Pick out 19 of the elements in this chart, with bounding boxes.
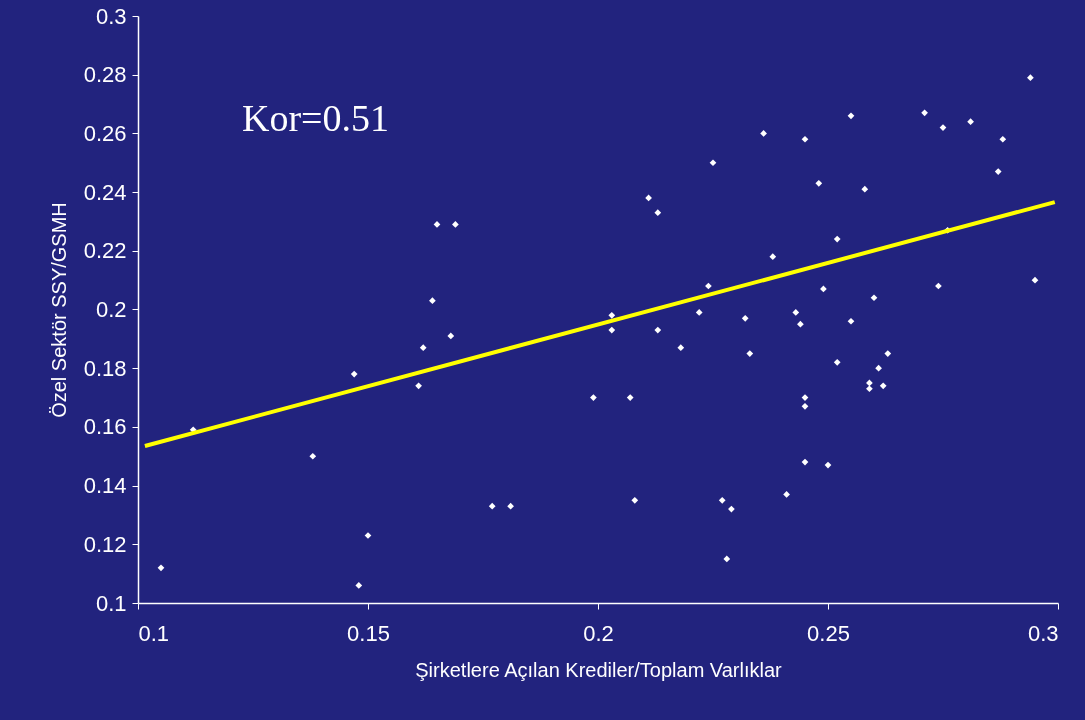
x-tick-label: 0.15	[347, 620, 390, 646]
y-tick-label: 0.18	[83, 355, 127, 381]
y-tick-label: 0.22	[83, 238, 127, 264]
y-tick-label: 0.28	[83, 62, 127, 88]
y-tick-label: 0.16	[83, 414, 127, 440]
y-tick-label: 0.1	[95, 590, 127, 616]
x-tick-label: 0.25	[807, 620, 850, 646]
annotation: Kor=0.51	[242, 97, 390, 139]
x-tick-label: 0.1	[138, 620, 170, 646]
x-axis-title: Şirketlere Açılan Krediler/Toplam Varlıklar	[415, 658, 783, 681]
x-tick-label: 0.2	[583, 620, 614, 646]
y-tick-label: 0.26	[83, 120, 127, 146]
y-tick-label: 0.12	[83, 531, 127, 557]
y-axis-title: Özel Sektör SSY/GSMH	[47, 202, 70, 418]
y-tick-label: 0.3	[95, 3, 127, 29]
y-tick-label: 0.2	[95, 297, 127, 322]
x-tick-label: 0.3	[1027, 620, 1059, 646]
y-tick-label: 0.24	[83, 179, 127, 205]
y-tick-label: 0.14	[83, 473, 127, 499]
